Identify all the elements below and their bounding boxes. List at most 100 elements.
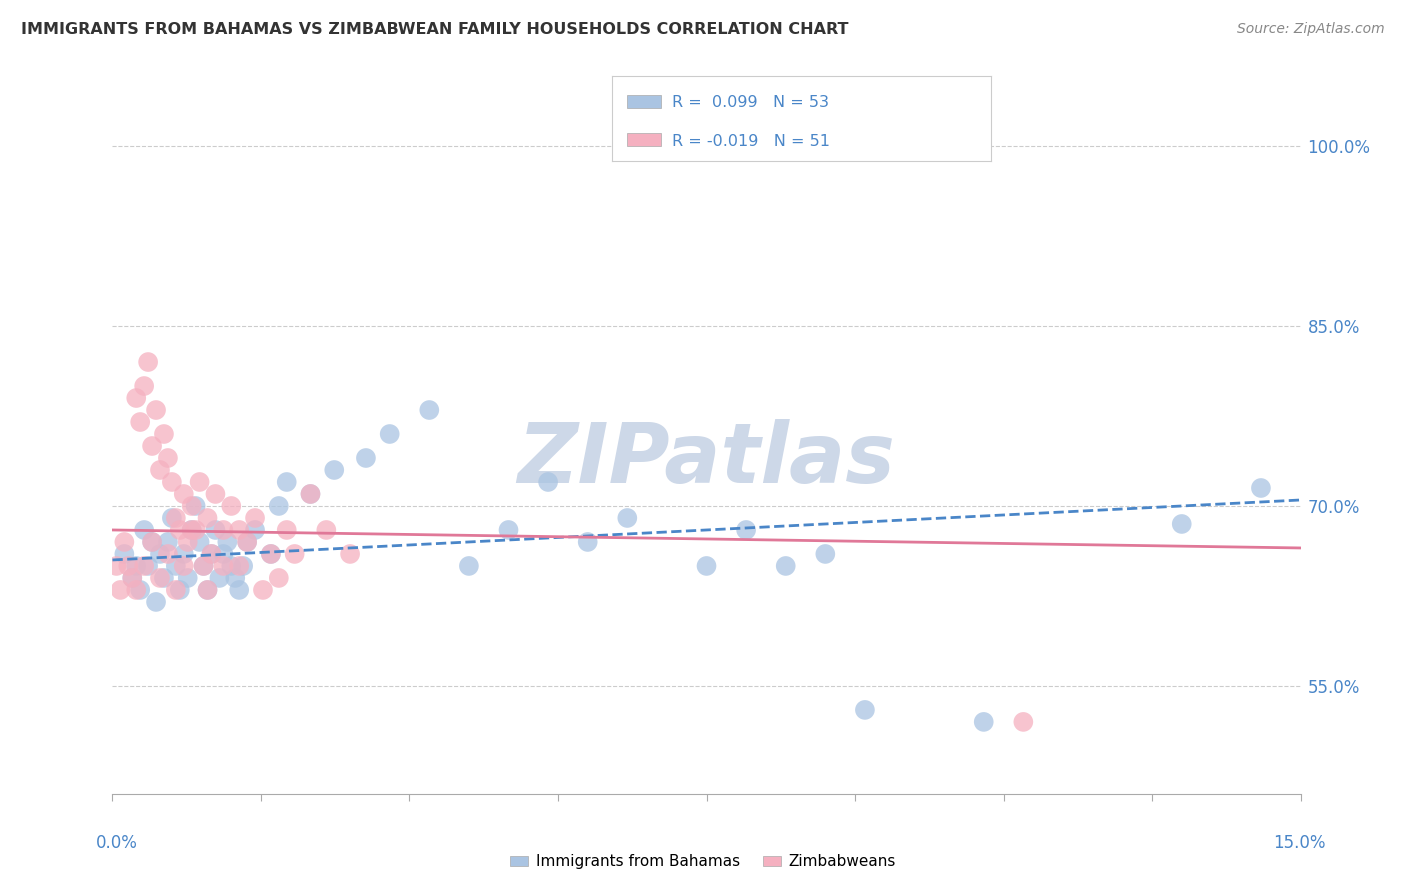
Point xyxy=(184,523,207,537)
Text: Source: ZipAtlas.com: Source: ZipAtlas.com xyxy=(1237,22,1385,37)
Point xyxy=(134,523,156,537)
Point xyxy=(145,595,167,609)
Point xyxy=(173,547,195,561)
Point xyxy=(156,535,179,549)
Point xyxy=(112,535,135,549)
Point xyxy=(973,714,995,729)
Point xyxy=(236,535,259,549)
Point xyxy=(165,582,187,597)
Point xyxy=(173,487,195,501)
Point xyxy=(228,582,250,597)
Point xyxy=(134,379,156,393)
Point xyxy=(110,582,132,597)
Point xyxy=(267,571,290,585)
Point xyxy=(276,523,298,537)
Point xyxy=(125,558,148,573)
Point xyxy=(141,439,163,453)
Text: IMMIGRANTS FROM BAHAMAS VS ZIMBABWEAN FAMILY HOUSEHOLDS CORRELATION CHART: IMMIGRANTS FROM BAHAMAS VS ZIMBABWEAN FA… xyxy=(21,22,849,37)
Point xyxy=(188,535,211,549)
Point xyxy=(219,499,243,513)
Point xyxy=(1012,714,1035,729)
Point xyxy=(177,571,200,585)
Point xyxy=(197,582,219,597)
Point xyxy=(173,558,195,573)
Point xyxy=(212,547,235,561)
Point xyxy=(315,523,337,537)
Point xyxy=(276,475,298,489)
Point xyxy=(169,523,191,537)
Point xyxy=(1250,481,1272,495)
Text: R = -0.019   N = 51: R = -0.019 N = 51 xyxy=(672,134,831,149)
Point xyxy=(204,523,226,537)
Point xyxy=(208,571,231,585)
Point xyxy=(184,499,207,513)
Point xyxy=(1170,516,1192,531)
Legend: Immigrants from Bahamas, Zimbabweans: Immigrants from Bahamas, Zimbabweans xyxy=(503,848,903,875)
Point xyxy=(217,535,239,549)
Point xyxy=(228,558,250,573)
Point xyxy=(188,475,211,489)
Point xyxy=(121,571,143,585)
Point xyxy=(284,547,307,561)
Point xyxy=(112,547,135,561)
Point xyxy=(136,558,159,573)
Point xyxy=(735,523,758,537)
Point xyxy=(228,523,250,537)
Point xyxy=(204,487,226,501)
Point xyxy=(260,547,283,561)
Point xyxy=(354,450,377,465)
Point xyxy=(498,523,520,537)
Point xyxy=(458,558,481,573)
Y-axis label: Family Households: Family Households xyxy=(0,368,8,524)
Point xyxy=(141,535,163,549)
Point xyxy=(149,463,172,477)
Point xyxy=(145,403,167,417)
Point xyxy=(537,475,560,489)
Point xyxy=(378,427,401,442)
Point xyxy=(180,523,202,537)
Point xyxy=(616,511,638,525)
Point xyxy=(129,415,152,429)
Point xyxy=(212,558,235,573)
Point xyxy=(232,558,254,573)
Point xyxy=(236,535,259,549)
Point xyxy=(252,582,274,597)
Point xyxy=(141,535,163,549)
Point xyxy=(299,487,322,501)
Point xyxy=(200,547,222,561)
Point xyxy=(125,391,148,405)
Point xyxy=(180,499,202,513)
Point xyxy=(193,558,215,573)
Point xyxy=(193,558,215,573)
Point xyxy=(149,547,172,561)
Point xyxy=(177,535,200,549)
Point xyxy=(129,582,152,597)
Point xyxy=(125,582,148,597)
Point xyxy=(165,558,187,573)
Point xyxy=(134,558,156,573)
Point xyxy=(243,511,266,525)
Point xyxy=(260,547,283,561)
Point xyxy=(212,523,235,537)
Point xyxy=(200,547,222,561)
Bar xyxy=(627,95,661,108)
Point xyxy=(696,558,718,573)
Point xyxy=(160,475,183,489)
Point xyxy=(156,450,179,465)
Bar xyxy=(627,134,661,146)
Point xyxy=(243,523,266,537)
Point xyxy=(576,535,599,549)
Text: 0.0%: 0.0% xyxy=(96,834,138,852)
Point xyxy=(267,499,290,513)
Text: R =  0.099   N = 53: R = 0.099 N = 53 xyxy=(672,95,830,111)
Point xyxy=(224,571,246,585)
Point xyxy=(775,558,797,573)
Point xyxy=(339,547,361,561)
Point xyxy=(853,703,876,717)
Point xyxy=(299,487,322,501)
Point xyxy=(169,582,191,597)
Text: 15.0%: 15.0% xyxy=(1272,834,1326,852)
Point xyxy=(149,571,172,585)
Point xyxy=(153,427,176,442)
Point xyxy=(160,511,183,525)
